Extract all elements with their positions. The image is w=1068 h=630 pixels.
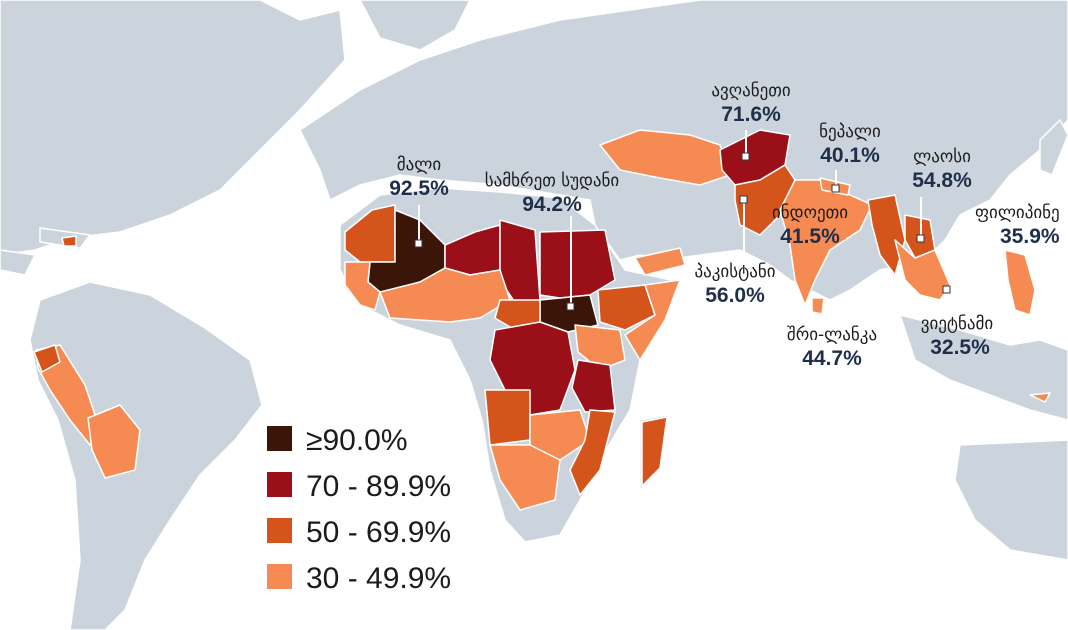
label-laos-value: 54.8%: [912, 169, 972, 192]
label-nepal-name: ნეპალი: [819, 122, 881, 142]
legend-swatch-90: [267, 426, 292, 451]
land-se-asia-islands: [898, 313, 1068, 421]
leaders: [414, 130, 951, 311]
label-south-sudan-name: სამხრეთ სუდანი: [485, 171, 619, 191]
label-laos-name: ლაოსი: [913, 147, 971, 167]
shape-madagascar: [641, 416, 668, 487]
marker-vietnam: [942, 285, 951, 294]
shape-ethiopia: [597, 284, 656, 331]
shape-yemen: [634, 247, 686, 276]
legend: ≥90.0% 70 - 89.9% 50 - 69.9% 30 - 49.9%: [267, 424, 451, 595]
shape-kenya: [574, 324, 626, 371]
land-japan: [1039, 118, 1068, 176]
shape-west-africa-coast: [344, 261, 381, 311]
label-nepal-value: 40.1%: [820, 144, 880, 167]
legend-swatch-50: [267, 518, 292, 543]
label-sri-lanka-value: 44.7%: [802, 347, 862, 370]
label-afghanistan-name: ავღანეთი: [711, 81, 790, 101]
shape-peru: [35, 344, 101, 446]
shape-ecuador: [33, 344, 61, 373]
marker-laos: [916, 234, 925, 243]
label-philippines-value: 35.9%: [1000, 225, 1060, 248]
shape-angola: [484, 389, 531, 446]
shape-pakistan: [734, 164, 796, 236]
label-mali-name: მალი: [397, 155, 441, 175]
marker-nepal: [831, 184, 840, 193]
label-mali-value: 92.5%: [389, 177, 449, 200]
legend-swatch-70: [267, 472, 292, 497]
shape-myanmar: [867, 194, 906, 276]
shape-haiti: [61, 235, 77, 247]
legend-swatch-30: [267, 564, 292, 589]
legend-label-90: ≥90.0%: [306, 424, 408, 457]
country-labels: მალი 92.5% სამხრეთ სუდანი 94.2% ავღანეთი…: [389, 81, 1060, 370]
legend-label-50: 50 - 69.9%: [306, 516, 451, 549]
shape-png: [1029, 392, 1051, 403]
label-afghanistan-value: 71.6%: [721, 103, 781, 126]
label-india-value: 41.5%: [780, 225, 840, 248]
land-north-america: [0, 0, 346, 256]
land-australia: [954, 439, 1068, 561]
marker-mali: [414, 239, 423, 248]
label-india-name: ინდოეთი: [772, 203, 848, 223]
label-south-sudan-value: 94.2%: [522, 193, 582, 216]
marker-afghanistan: [741, 152, 750, 161]
legend-label-30: 30 - 49.9%: [306, 562, 451, 595]
label-pakistan-value: 56.0%: [705, 284, 765, 307]
label-vietnam-value: 32.5%: [930, 336, 990, 359]
shape-philippines: [1004, 249, 1036, 316]
shape-mozambique: [569, 409, 616, 496]
shape-somalia: [624, 279, 681, 361]
label-pakistan-name: პაკისტანი: [694, 262, 775, 282]
label-sri-lanka-name: შრი-ლანკა: [787, 325, 877, 345]
shape-bolivia: [87, 404, 141, 479]
shape-southern-africa: [489, 444, 561, 511]
label-vietnam-name: ვიეტნამი: [921, 314, 993, 334]
shape-zambia: [529, 409, 591, 461]
legend-label-70: 70 - 89.9%: [306, 470, 451, 503]
land-greenland: [359, 0, 471, 51]
marker-pakistan: [739, 195, 748, 204]
label-philippines-name: ფილიპინე: [975, 203, 1060, 223]
land-south-america: [29, 281, 263, 630]
land-central-america: [0, 249, 37, 276]
marker-south-sudan: [566, 302, 575, 311]
shape-sri-lanka: [811, 297, 825, 315]
